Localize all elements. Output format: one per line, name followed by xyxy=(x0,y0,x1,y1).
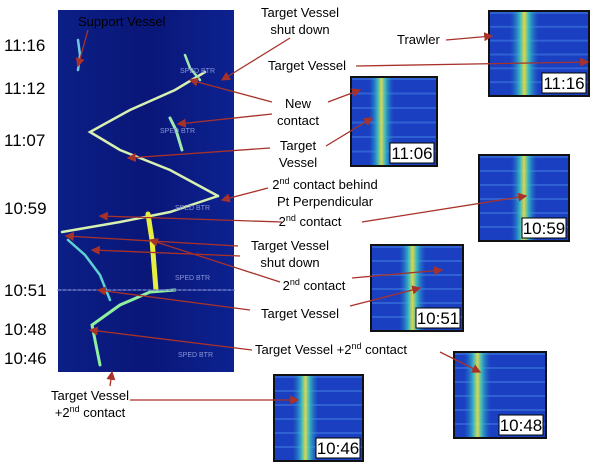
annotation-part: contact xyxy=(300,278,346,293)
inset-band xyxy=(455,409,545,411)
annotation: Target Vessel +2nd contact xyxy=(255,341,407,357)
annotation: Support Vessel xyxy=(78,14,166,29)
annotation-part: Target Vessel +2 xyxy=(255,342,351,357)
arrow xyxy=(96,286,251,311)
arrow xyxy=(349,285,422,307)
annotation-part: 2 xyxy=(272,177,279,192)
inset-time-box xyxy=(315,437,361,459)
annotation: shut down xyxy=(270,22,329,37)
annotation: contact xyxy=(277,113,319,128)
inset-time: 11:06 xyxy=(391,144,432,163)
inset-band xyxy=(455,353,545,355)
inset-time: 10:46 xyxy=(317,439,360,458)
arrow xyxy=(126,147,271,162)
annotation: Trawler xyxy=(397,32,441,47)
inset-time-box xyxy=(389,142,435,164)
annotation: Target Vessel xyxy=(251,238,329,253)
arrow xyxy=(325,117,374,147)
annotation: Target Vessel xyxy=(261,306,339,321)
arrow xyxy=(98,211,283,223)
arrow xyxy=(327,88,362,103)
inset-time-box xyxy=(521,217,567,239)
time-label: 10:51 xyxy=(4,281,47,300)
time-label: 11:16 xyxy=(4,36,45,55)
annotation: Target xyxy=(280,138,317,153)
inset-time-box xyxy=(415,307,461,329)
superscript: nd xyxy=(70,404,80,414)
inset-band xyxy=(455,381,545,383)
arrow xyxy=(106,370,116,387)
waterfall-display xyxy=(58,10,234,372)
annotation: 2nd contact behind xyxy=(272,176,377,192)
annotation-part: 2 xyxy=(279,214,286,229)
watermark: SPED BTR xyxy=(178,352,213,359)
inset-time-box xyxy=(498,414,544,436)
annotation: 2nd contact xyxy=(283,277,346,293)
arrow xyxy=(176,113,273,128)
arrow xyxy=(361,192,528,223)
arrow xyxy=(148,238,281,283)
annotation-part: contact xyxy=(80,405,126,420)
time-label: 10:59 xyxy=(4,199,47,218)
annotation-part: +2 xyxy=(55,405,70,420)
arrow xyxy=(220,187,269,203)
annotation: Pt Perpendicular xyxy=(277,194,374,209)
annotation-part: contact xyxy=(296,214,342,229)
superscript: nd xyxy=(351,341,361,351)
superscript: nd xyxy=(280,176,290,186)
watermark: SPED BTR xyxy=(160,128,195,135)
arrow xyxy=(220,37,291,81)
annotation: Target Vessel xyxy=(268,58,346,73)
inset-streak xyxy=(292,376,319,460)
annotation: +2nd contact xyxy=(55,404,126,420)
annotation: Target Vessel xyxy=(51,388,129,403)
watermark: SPED BTR xyxy=(180,68,215,75)
annotation-part: 2 xyxy=(283,278,290,293)
watermark: SPED BTR xyxy=(175,275,210,282)
arrow xyxy=(439,351,482,373)
arrow xyxy=(355,57,590,67)
inset-time: 10:59 xyxy=(523,219,566,238)
annotation: 2nd contact xyxy=(279,213,342,229)
annotation: New xyxy=(285,96,312,111)
arrow xyxy=(188,77,273,103)
annotation: Target Vessel xyxy=(261,5,339,20)
time-label: 10:48 xyxy=(4,320,47,339)
arrow xyxy=(88,326,253,351)
arrow xyxy=(90,245,241,257)
annotation: shut down xyxy=(260,255,319,270)
superscript: nd xyxy=(286,213,296,223)
superscript: nd xyxy=(290,277,300,287)
inset-time: 10:48 xyxy=(500,416,543,435)
annotation: Vessel xyxy=(279,155,317,170)
inset-time-box xyxy=(541,72,587,94)
watermark: SPED BTR xyxy=(175,205,210,212)
arrow xyxy=(75,29,89,68)
inset-band xyxy=(455,395,545,397)
inset-time: 11:16 xyxy=(543,74,584,93)
inset-band xyxy=(455,367,545,369)
annotation-part: contact behind xyxy=(290,177,378,192)
annotation-part: contact xyxy=(362,342,408,357)
time-label: 11:07 xyxy=(4,131,45,150)
arrow xyxy=(351,266,444,279)
inset-time: 10:51 xyxy=(417,309,460,328)
time-label: 10:46 xyxy=(4,349,47,368)
inset-streak xyxy=(509,12,539,95)
arrow xyxy=(445,32,494,42)
time-label: 11:12 xyxy=(4,79,45,98)
